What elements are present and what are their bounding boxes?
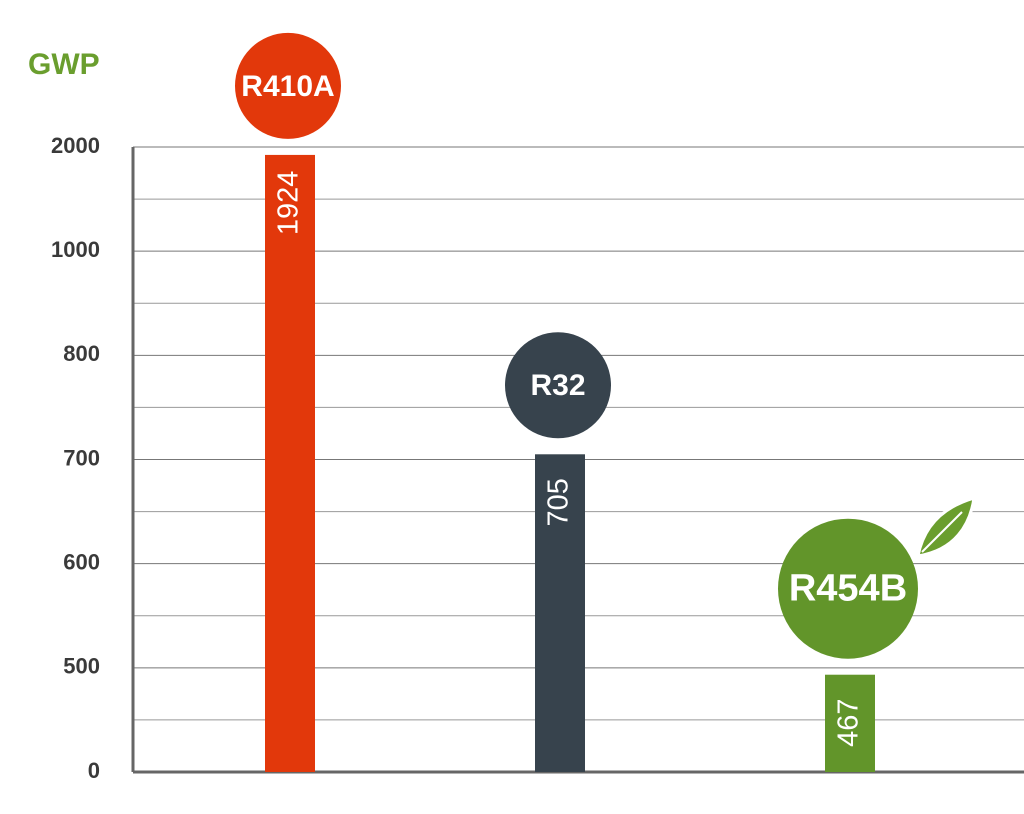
value-label: 467 (833, 699, 865, 747)
chart-title: GWP (28, 48, 100, 81)
y-tick-label: 2000 (51, 133, 100, 158)
y-tick-label: 600 (63, 549, 100, 574)
category-badge (235, 32, 341, 139)
bar (265, 154, 315, 772)
value-label: 705 (543, 478, 575, 526)
leaf-icon (916, 495, 976, 558)
category-badge (778, 518, 918, 659)
value-label: 1924 (273, 171, 305, 236)
y-tick-label: 800 (63, 341, 100, 366)
y-tick-label: 1000 (51, 237, 100, 262)
category-label: R454B (789, 568, 907, 610)
category-label: R410A (241, 70, 334, 103)
y-tick-label: 700 (63, 445, 100, 470)
y-tick-label: 500 (63, 654, 100, 679)
category-badge (505, 332, 611, 439)
bar (535, 454, 585, 772)
y-tick-label: 0 (88, 758, 100, 783)
category-label: R32 (530, 369, 585, 402)
bar (825, 674, 875, 772)
